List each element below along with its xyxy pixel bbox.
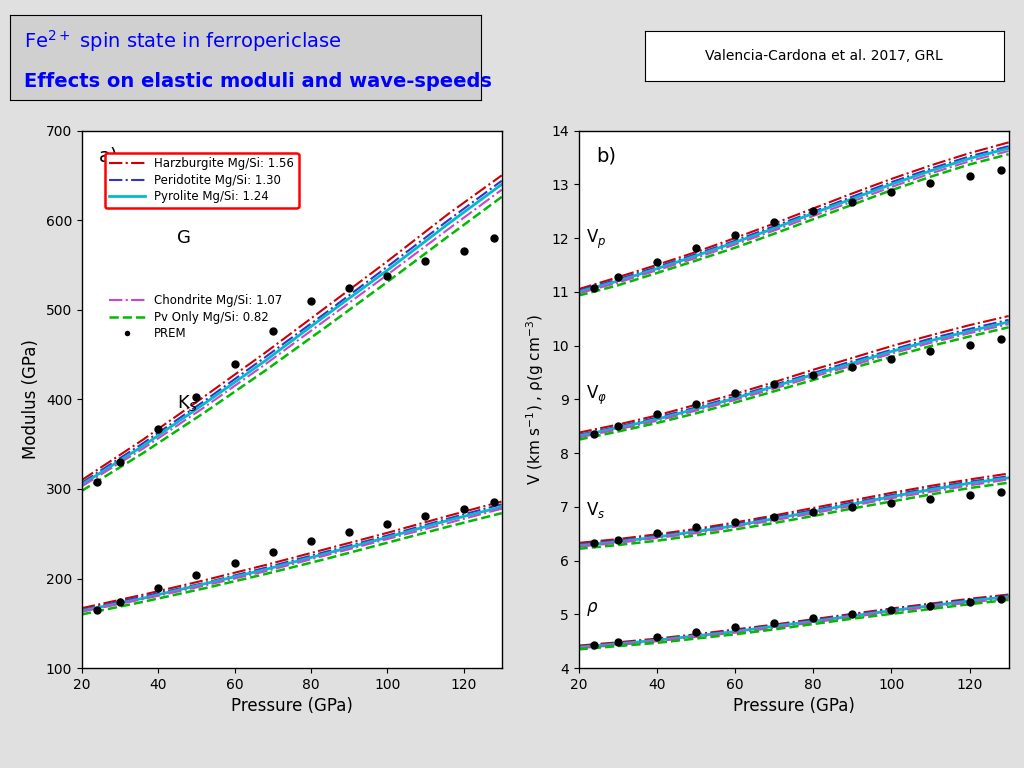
Text: V$_\varphi$: V$_\varphi$ (587, 384, 607, 407)
Text: $\rho$: $\rho$ (587, 600, 599, 617)
Text: V$_s$: V$_s$ (587, 500, 606, 520)
Text: G: G (177, 229, 191, 247)
Text: a): a) (98, 147, 118, 166)
Text: b): b) (596, 147, 615, 166)
Text: Fe$^{2+}$ spin state in ferropericlase: Fe$^{2+}$ spin state in ferropericlase (25, 28, 342, 54)
Text: Valencia-Cardona et al. 2017, GRL: Valencia-Cardona et al. 2017, GRL (706, 48, 943, 63)
Y-axis label: V (km s$^{-1}$) , ρ(g cm$^{-3}$): V (km s$^{-1}$) , ρ(g cm$^{-3}$) (524, 314, 546, 485)
X-axis label: Pressure (GPa): Pressure (GPa) (230, 697, 353, 716)
Y-axis label: Modulus (GPa): Modulus (GPa) (23, 339, 40, 459)
X-axis label: Pressure (GPa): Pressure (GPa) (732, 697, 855, 716)
Text: K$_S$: K$_S$ (177, 393, 199, 413)
Legend: Chondrite Mg/Si: 1.07, Pv Only Mg/Si: 0.82, PREM: Chondrite Mg/Si: 1.07, Pv Only Mg/Si: 0.… (104, 290, 287, 345)
Text: V$_p$: V$_p$ (587, 228, 607, 251)
Text: Effects on elastic moduli and wave-speeds: Effects on elastic moduli and wave-speed… (25, 71, 493, 91)
